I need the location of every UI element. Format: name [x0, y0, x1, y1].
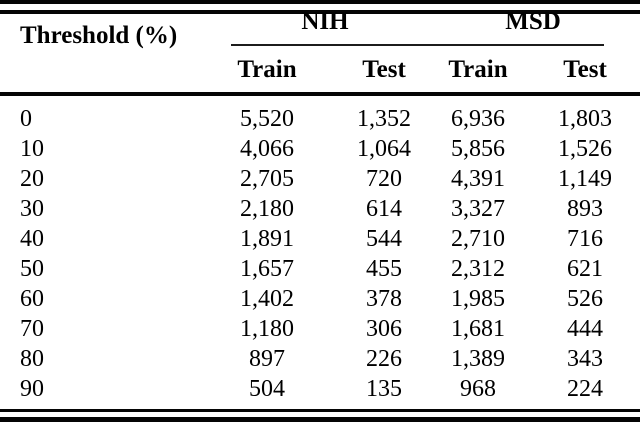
table-row: 30 2,180 614 3,327 893	[0, 194, 640, 224]
threshold-cell: 10	[20, 136, 44, 162]
nih-train-cell: 1,657	[240, 256, 294, 282]
msd-train-cell: 968	[460, 376, 496, 402]
bottom-rule-outer	[0, 417, 640, 422]
msd-train-cell: 1,681	[451, 316, 505, 342]
msd-test-cell: 444	[567, 316, 603, 342]
table-row: 10 4,066 1,064 5,856 1,526	[0, 134, 640, 164]
nih-train-cell: 897	[249, 346, 285, 372]
nih-test-cell: 378	[366, 286, 402, 312]
nih-test-cell: 544	[366, 226, 402, 252]
nih-test-cell: 720	[366, 166, 402, 192]
threshold-cell: 0	[20, 106, 32, 132]
nih-train-cell: 504	[249, 376, 285, 402]
msd-test-cell: 224	[567, 376, 603, 402]
threshold-cell: 40	[20, 226, 44, 252]
table-row: 80 897 226 1,389 343	[0, 344, 640, 374]
subheader-nih-train: Train	[237, 56, 297, 83]
msd-test-cell: 1,149	[558, 166, 612, 192]
nih-train-cell: 4,066	[240, 136, 294, 162]
nih-train-cell: 5,520	[240, 106, 294, 132]
table-row: 40 1,891 544 2,710 716	[0, 224, 640, 254]
threshold-cell: 90	[20, 376, 44, 402]
msd-test-cell: 1,803	[558, 106, 612, 132]
msd-train-cell: 1,985	[451, 286, 505, 312]
msd-train-cell: 2,710	[451, 226, 505, 252]
threshold-cell: 80	[20, 346, 44, 372]
nih-test-cell: 1,064	[357, 136, 411, 162]
msd-train-cell: 2,312	[451, 256, 505, 282]
nih-test-cell: 455	[366, 256, 402, 282]
threshold-column-header: Threshold (%)	[20, 22, 178, 49]
top-rule-outer	[0, 0, 640, 4]
table-row: 90 504 135 968 224	[0, 374, 640, 404]
table-row: 0 5,520 1,352 6,936 1,803	[0, 104, 640, 134]
group-header-msd: MSD	[505, 8, 561, 35]
msd-train-cell: 5,856	[451, 136, 505, 162]
nih-test-cell: 135	[366, 376, 402, 402]
nih-test-cell: 614	[366, 196, 402, 222]
nih-test-cell: 1,352	[357, 106, 411, 132]
group-underline-rule	[231, 44, 604, 46]
table-row: 20 2,705 720 4,391 1,149	[0, 164, 640, 194]
table-body: 0 5,520 1,352 6,936 1,803 10 4,066 1,064…	[0, 104, 640, 404]
nih-train-cell: 2,180	[240, 196, 294, 222]
nih-train-cell: 1,402	[240, 286, 294, 312]
group-header-nih: NIH	[301, 8, 349, 35]
threshold-cell: 20	[20, 166, 44, 192]
threshold-cell: 30	[20, 196, 44, 222]
nih-train-cell: 1,180	[240, 316, 294, 342]
threshold-cell: 60	[20, 286, 44, 312]
bottom-rule-inner	[0, 409, 640, 412]
table-row: 70 1,180 306 1,681 444	[0, 314, 640, 344]
top-rule-inner	[0, 10, 640, 14]
nih-test-cell: 306	[366, 316, 402, 342]
msd-test-cell: 343	[567, 346, 603, 372]
msd-train-cell: 1,389	[451, 346, 505, 372]
subheader-msd-test: Test	[563, 56, 607, 83]
table-row: 50 1,657 455 2,312 621	[0, 254, 640, 284]
subheader-nih-test: Test	[362, 56, 406, 83]
msd-train-cell: 4,391	[451, 166, 505, 192]
nih-test-cell: 226	[366, 346, 402, 372]
threshold-cell: 50	[20, 256, 44, 282]
msd-test-cell: 526	[567, 286, 603, 312]
msd-test-cell: 1,526	[558, 136, 612, 162]
table-row: 60 1,402 378 1,985 526	[0, 284, 640, 314]
nih-train-cell: 2,705	[240, 166, 294, 192]
msd-train-cell: 3,327	[451, 196, 505, 222]
msd-train-cell: 6,936	[451, 106, 505, 132]
msd-test-cell: 621	[567, 256, 603, 282]
header-bottom-rule	[0, 92, 640, 96]
threshold-cell: 70	[20, 316, 44, 342]
msd-test-cell: 893	[567, 196, 603, 222]
subheader-msd-train: Train	[448, 56, 508, 83]
msd-test-cell: 716	[567, 226, 603, 252]
nih-train-cell: 1,891	[240, 226, 294, 252]
